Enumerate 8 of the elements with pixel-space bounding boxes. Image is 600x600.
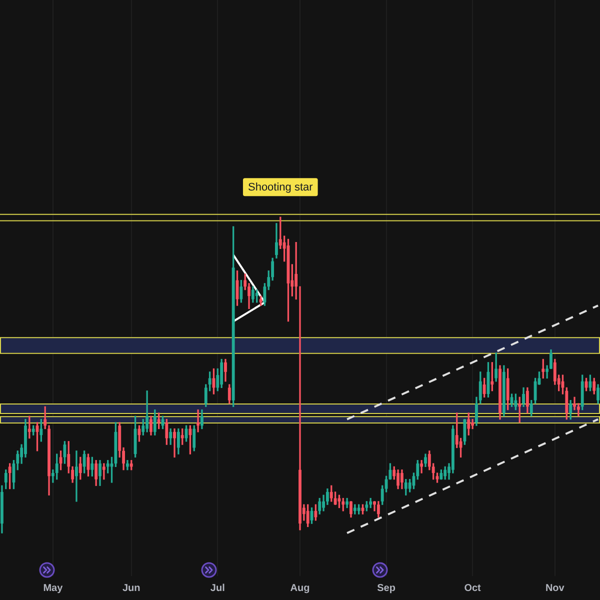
x-tick-label: Oct [464,582,482,594]
x-tick-label: Aug [290,582,310,594]
x-tick-label: Sep [377,582,396,594]
x-tick-label: Jul [210,582,226,594]
x-tick-label: Jun [122,582,140,594]
annotation: Shooting star [248,182,314,194]
x-tick-label: Nov [545,582,565,594]
x-tick-label: May [43,582,64,594]
